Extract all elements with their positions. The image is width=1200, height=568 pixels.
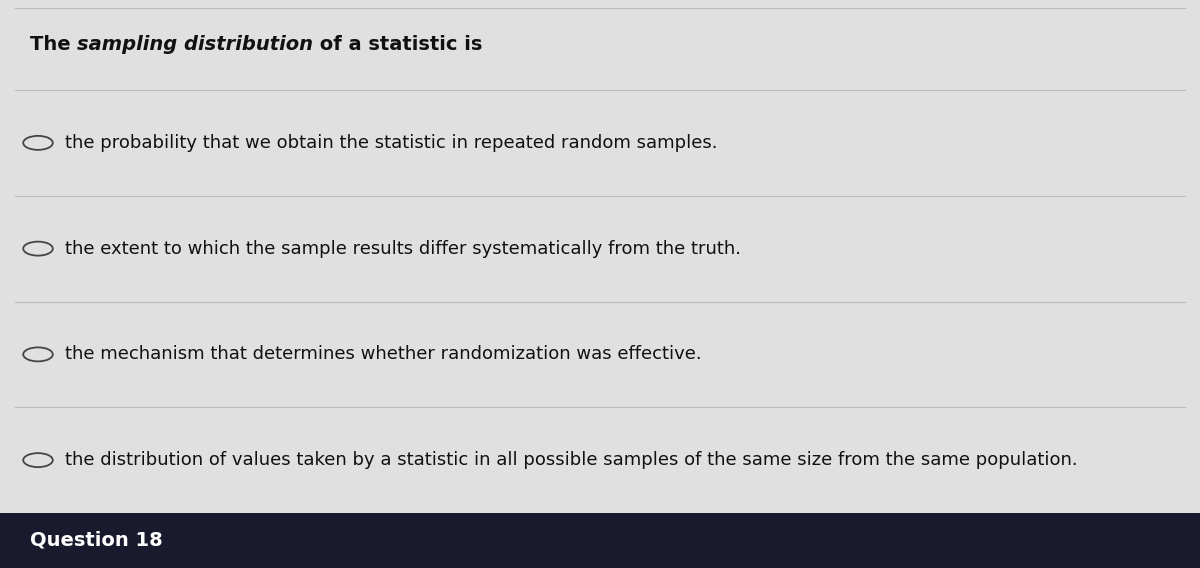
Text: sampling distribution: sampling distribution	[77, 35, 313, 55]
Text: The: The	[30, 35, 77, 55]
Text: the distribution of values taken by a statistic in all possible samples of the s: the distribution of values taken by a st…	[65, 451, 1078, 469]
Text: the probability that we obtain the statistic in repeated random samples.: the probability that we obtain the stati…	[65, 134, 718, 152]
Text: the mechanism that determines whether randomization was effective.: the mechanism that determines whether ra…	[65, 345, 702, 364]
Text: of a statistic is: of a statistic is	[313, 35, 482, 55]
Bar	[0, 513, 1200, 568]
Text: The: The	[30, 35, 77, 55]
Text: the extent to which the sample results differ systematically from the truth.: the extent to which the sample results d…	[65, 240, 742, 258]
Text: sampling distribution: sampling distribution	[77, 35, 313, 55]
Text: Question 18: Question 18	[30, 531, 163, 550]
